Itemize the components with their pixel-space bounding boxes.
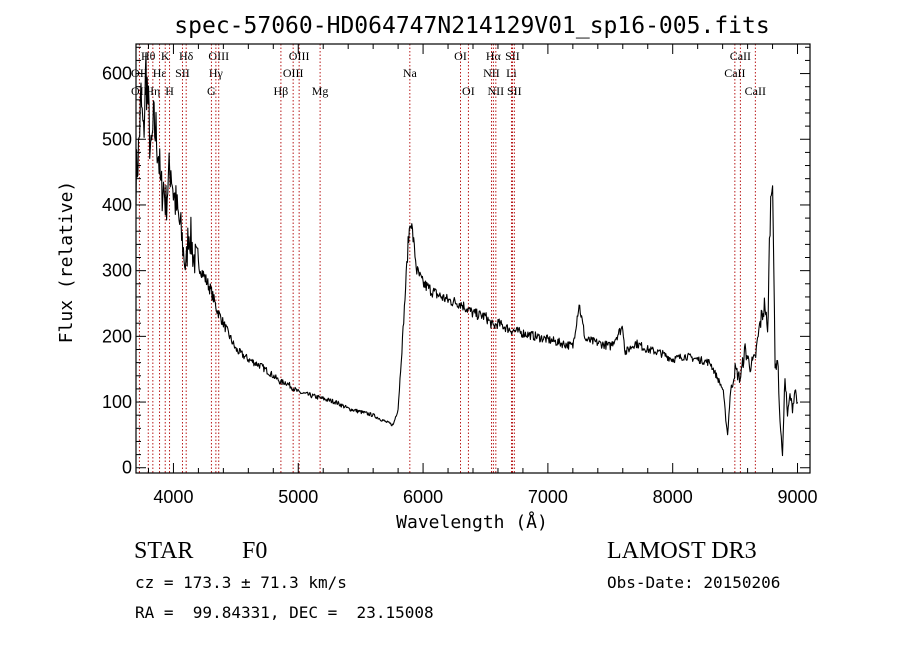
- y-tick-label-4: 400: [102, 195, 132, 215]
- x-tick-label-3: 7000: [528, 487, 568, 507]
- line-label-8: Hδ: [179, 49, 194, 63]
- line-label-27: CaII: [745, 84, 766, 98]
- spectrum-line-0: [135, 52, 799, 457]
- line-label-19: Hα: [486, 49, 502, 63]
- line-label-4: Hε: [153, 66, 167, 80]
- line-label-18: OI: [462, 84, 475, 98]
- line-label-14: OIII: [283, 66, 304, 80]
- redshift-cz: cz = 173.3 ± 71.3 km/s: [135, 573, 347, 592]
- axis-tick-labels: 4000 5000 6000 7000 8000 9000 0 100 200 300 400 500…: [102, 64, 818, 507]
- observation-date: Obs-Date: 20150206: [607, 573, 781, 592]
- x-axis-label: Wavelength (Å): [396, 511, 548, 533]
- line-label-6: H: [165, 84, 174, 98]
- line-label-5: K: [161, 49, 170, 63]
- spectral-subclass: F0: [242, 538, 268, 564]
- line-label-20: SII: [505, 49, 520, 63]
- line-label-25: CaII: [730, 49, 751, 63]
- y-tick-label-1: 100: [102, 392, 132, 412]
- y-tick-label-2: 200: [102, 326, 132, 346]
- line-label-1: OII: [131, 66, 148, 80]
- line-label-9: OIII: [208, 49, 229, 63]
- line-label-17: OI: [454, 49, 467, 63]
- axis-ticks: [136, 44, 810, 473]
- line-label-7: SII: [175, 66, 190, 80]
- line-label-23: NII: [488, 84, 505, 98]
- y-tick-label-0: 0: [122, 458, 132, 478]
- plot-frame: [135, 43, 811, 474]
- x-tick-label-0: 4000: [153, 487, 193, 507]
- line-label-22: Li: [506, 66, 517, 80]
- x-tick-label-1: 5000: [278, 487, 318, 507]
- spectrum-line-group: [135, 52, 799, 457]
- line-label-11: G: [207, 84, 216, 98]
- y-tick-label-5: 500: [102, 129, 132, 149]
- object-type: STAR: [134, 538, 194, 564]
- line-label-13: OIII: [289, 49, 310, 63]
- chart-title: spec-57060-HD064747N214129V01_sp16-005.f…: [174, 13, 769, 39]
- line-label-15: Mg: [312, 84, 329, 98]
- survey-name: LAMOST DR3: [607, 538, 757, 564]
- y-tick-label-3: 300: [102, 261, 132, 281]
- x-tick-label-4: 8000: [653, 487, 693, 507]
- line-label-12: Hβ: [274, 84, 289, 98]
- x-tick-label-5: 9000: [777, 487, 817, 507]
- line-label-21: NII: [483, 66, 500, 80]
- line-label-0: Hθ: [141, 49, 156, 63]
- line-label-24: SII: [507, 84, 522, 98]
- line-label-2: OII: [131, 84, 148, 98]
- y-tick-label-6: 600: [102, 64, 132, 84]
- x-tick-label-2: 6000: [403, 487, 443, 507]
- line-label-10: Hγ: [209, 66, 224, 80]
- coordinates: RA = 99.84331, DEC = 23.15008: [135, 603, 434, 622]
- line-label-26: CaII: [724, 66, 745, 80]
- y-axis-label: Flux (relative): [56, 181, 77, 344]
- line-label-16: Na: [403, 66, 418, 80]
